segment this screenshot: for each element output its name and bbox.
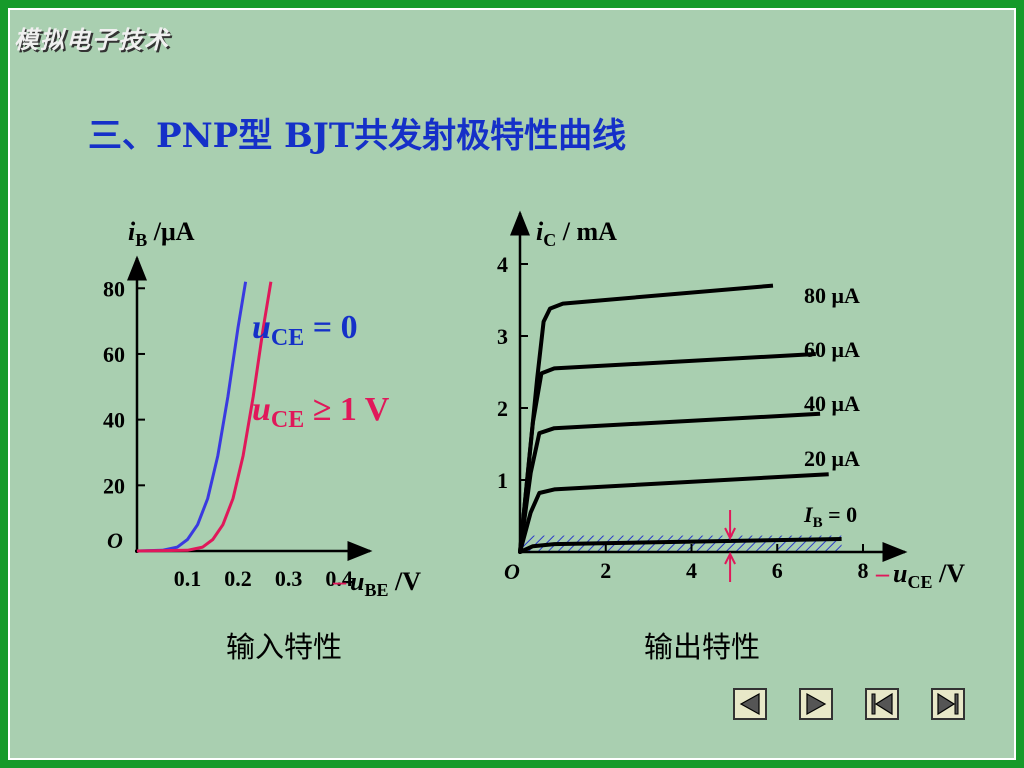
prev-slide-button[interactable] [733, 688, 767, 720]
output-y-tick-label: 2 [497, 396, 508, 421]
skip-to-end-icon [937, 692, 959, 716]
series-label-60ua: 60 μA [804, 337, 860, 362]
input-y-axis-label: iB /μA [128, 217, 195, 250]
output-curve-ib-80 [518, 283, 774, 553]
legend-uce-1v: uCE ≥ 1 V [252, 391, 390, 433]
slide-body [8, 8, 1016, 760]
marker-arrowhead-up [724, 551, 736, 565]
series-label-20ua: 20 μA [804, 446, 860, 471]
output-y-tick-label: 4 [497, 252, 508, 277]
input-curve-1 [136, 281, 273, 553]
input-curve-0 [136, 281, 248, 553]
triangle-left-icon [739, 692, 760, 716]
skip-to-start-icon [871, 692, 893, 716]
input-x-tick-label: 0.1 [174, 566, 202, 591]
output-origin-label: O [504, 559, 520, 584]
output-curve-ib-60 [518, 352, 816, 553]
page-title: 三、PNP型 BJT共发射极特性曲线 [88, 116, 627, 156]
triangle-right-icon [806, 692, 827, 716]
series-label-40ua: 40 μA [804, 391, 860, 416]
output-x-tick-label: 4 [686, 558, 697, 583]
series-label-ib0: IB = 0 [803, 502, 857, 531]
input-x-tick-label: 0.2 [224, 566, 252, 591]
first-slide-button[interactable] [865, 688, 899, 720]
input-caption: 输入特性 [226, 630, 343, 664]
course-logo: 模拟电子技术 [14, 25, 170, 54]
output-x-tick-label: 2 [600, 558, 611, 583]
input-y-tick-label: 20 [103, 473, 125, 498]
marker-arrowhead-down [724, 527, 736, 541]
legend-uce-0: uCE = 0 [252, 309, 358, 351]
input-x-tick-label: 0.3 [275, 566, 303, 591]
input-chart: 80 60 40 20 0.1 0.2 0.3 0.4 O iB /μA – uBE /V u… [103, 217, 421, 600]
output-x-tick-label: 6 [772, 558, 783, 583]
input-y-tick-label: 60 [103, 342, 125, 367]
output-y-axis-label: iC / mA [536, 217, 617, 250]
output-caption: 输出特性 [644, 630, 761, 664]
output-curve-ib-20 [518, 472, 829, 553]
input-x-axis-label: – uBE /V [332, 567, 421, 600]
input-x-tick-label: 0.4 [325, 566, 353, 591]
input-y-tick-label: 40 [103, 408, 125, 433]
output-x-axis-label: – uCE /V [875, 559, 965, 592]
output-y-tick-label: 1 [497, 468, 508, 493]
series-label-80ua: 80 μA [804, 283, 860, 308]
next-slide-button[interactable] [799, 688, 833, 720]
output-curve-ib-0 [519, 537, 842, 554]
input-y-tick-label: 80 [103, 276, 125, 301]
last-slide-button[interactable] [931, 688, 965, 720]
output-x-tick-label: 8 [858, 558, 869, 583]
input-origin-label: O [107, 528, 123, 553]
output-y-tick-label: 3 [497, 324, 508, 349]
